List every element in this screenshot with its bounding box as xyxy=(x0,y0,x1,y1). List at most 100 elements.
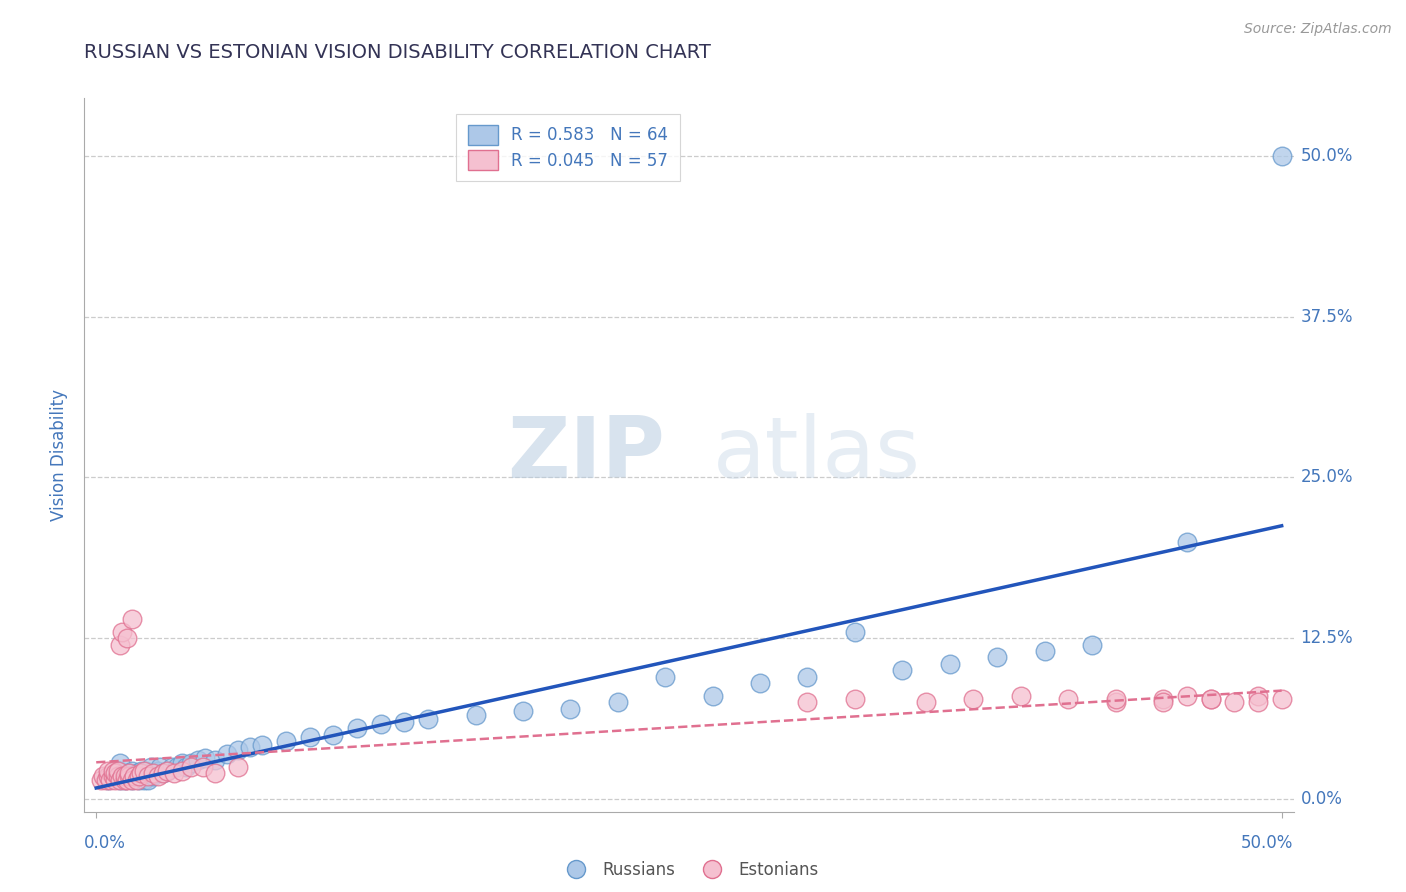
Point xyxy=(101,769,124,783)
Point xyxy=(1199,691,1222,706)
Point xyxy=(654,670,676,684)
Point xyxy=(107,764,129,778)
Point xyxy=(114,772,136,787)
Point xyxy=(118,769,141,783)
Point xyxy=(108,638,131,652)
Point xyxy=(1199,691,1222,706)
Point xyxy=(156,764,179,778)
Point xyxy=(104,772,127,787)
Point xyxy=(121,772,143,787)
Point xyxy=(128,769,150,783)
Point xyxy=(114,769,136,783)
Point xyxy=(560,702,582,716)
Point xyxy=(215,747,238,761)
Point xyxy=(191,760,214,774)
Point xyxy=(91,769,114,783)
Point xyxy=(139,760,162,774)
Point xyxy=(170,756,193,770)
Point xyxy=(111,769,134,783)
Point xyxy=(128,772,150,787)
Point xyxy=(122,769,145,783)
Point xyxy=(170,764,193,778)
Point xyxy=(156,764,179,778)
Legend: Russians, Estonians: Russians, Estonians xyxy=(553,855,825,886)
Point xyxy=(228,760,250,774)
Point xyxy=(1247,689,1270,703)
Point xyxy=(90,772,112,787)
Point xyxy=(94,772,117,787)
Text: 12.5%: 12.5% xyxy=(1301,629,1353,647)
Point xyxy=(1247,695,1270,709)
Point xyxy=(101,769,124,783)
Point xyxy=(1152,691,1174,706)
Point xyxy=(115,769,138,783)
Text: ZIP: ZIP xyxy=(508,413,665,497)
Point xyxy=(138,769,160,783)
Point xyxy=(145,766,167,780)
Point xyxy=(204,766,226,780)
Point xyxy=(274,734,297,748)
Point xyxy=(114,772,136,787)
Point xyxy=(1033,644,1056,658)
Point xyxy=(111,624,134,639)
Point xyxy=(107,764,129,778)
Point xyxy=(129,764,152,778)
Point xyxy=(152,766,174,780)
Point xyxy=(1271,691,1294,706)
Point xyxy=(204,753,226,767)
Point xyxy=(986,650,1008,665)
Point xyxy=(138,772,160,787)
Point xyxy=(132,766,155,780)
Point xyxy=(107,769,129,783)
Text: 50.0%: 50.0% xyxy=(1301,147,1353,165)
Point xyxy=(796,695,818,709)
Point xyxy=(844,691,866,706)
Point xyxy=(115,772,138,787)
Point xyxy=(104,766,127,780)
Text: 37.5%: 37.5% xyxy=(1301,308,1353,326)
Point xyxy=(97,764,120,778)
Point xyxy=(108,772,131,787)
Point xyxy=(149,760,172,774)
Point xyxy=(100,772,122,787)
Text: Source: ZipAtlas.com: Source: ZipAtlas.com xyxy=(1244,22,1392,37)
Point xyxy=(118,766,141,780)
Point xyxy=(97,769,120,783)
Point xyxy=(108,756,131,770)
Point xyxy=(180,756,202,770)
Point xyxy=(142,766,165,780)
Point xyxy=(101,764,124,778)
Point xyxy=(128,769,150,783)
Point xyxy=(1081,638,1104,652)
Point xyxy=(915,695,938,709)
Point xyxy=(962,691,984,706)
Point xyxy=(298,730,321,744)
Point xyxy=(138,766,160,780)
Point xyxy=(370,717,392,731)
Point xyxy=(108,764,131,778)
Point xyxy=(142,769,165,783)
Point xyxy=(125,766,148,780)
Point xyxy=(194,750,217,764)
Point xyxy=(108,772,131,787)
Point xyxy=(796,670,818,684)
Text: 0.0%: 0.0% xyxy=(84,834,127,852)
Point xyxy=(1105,695,1128,709)
Point xyxy=(844,624,866,639)
Text: 0.0%: 0.0% xyxy=(1301,789,1343,808)
Point xyxy=(239,740,262,755)
Point xyxy=(163,766,186,780)
Point xyxy=(146,769,169,783)
Point xyxy=(891,663,914,677)
Point xyxy=(250,738,273,752)
Point xyxy=(606,695,628,709)
Point xyxy=(322,728,344,742)
Point xyxy=(512,705,534,719)
Point xyxy=(129,766,152,780)
Point xyxy=(180,760,202,774)
Point xyxy=(418,712,440,726)
Point xyxy=(938,657,960,671)
Point xyxy=(176,760,198,774)
Point xyxy=(132,764,155,778)
Point xyxy=(121,764,143,778)
